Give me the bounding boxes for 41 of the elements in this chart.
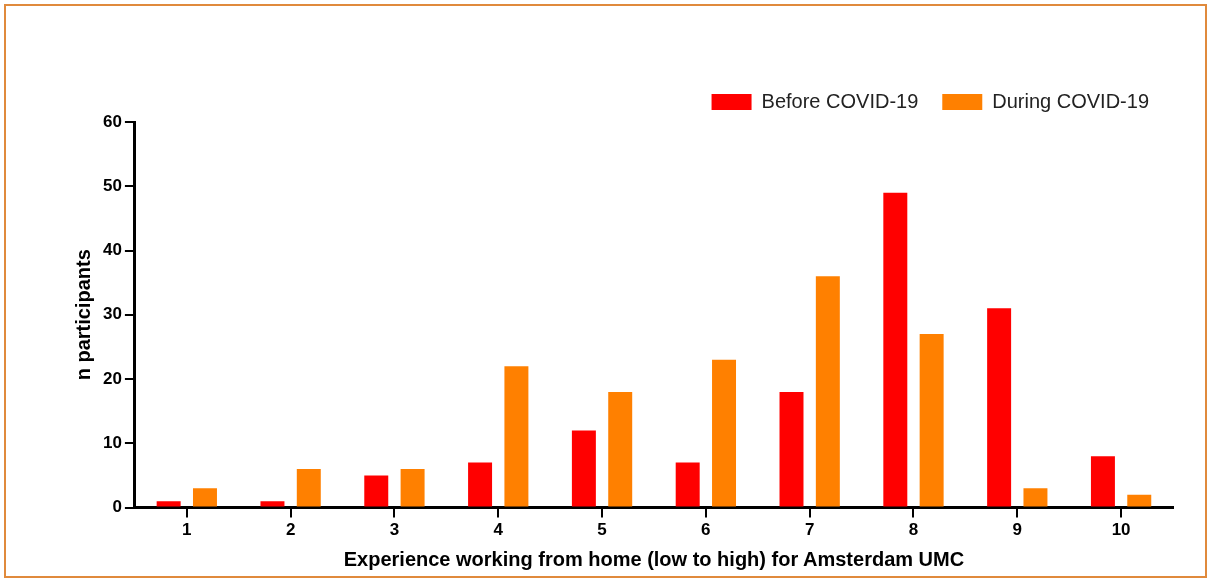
x-axis-title: Experience working from home (low to high) for Amsterdam UMC — [343, 547, 965, 570]
bar — [571, 430, 596, 507]
bar — [1127, 494, 1152, 507]
x-tick-label: 2 — [285, 520, 296, 540]
bar — [192, 488, 217, 507]
bar — [156, 501, 181, 507]
y-tick-label: 0 — [112, 497, 122, 517]
bar — [779, 391, 804, 507]
y-axis-title: n participants — [71, 249, 94, 381]
y-tick-label: 50 — [102, 175, 122, 195]
legend-label: During COVID-19 — [992, 89, 1149, 112]
x-tick-label: 6 — [701, 520, 711, 540]
bar — [675, 462, 700, 507]
x-tick-label: 4 — [493, 520, 504, 540]
bar — [296, 469, 321, 507]
x-tick-label: 9 — [1012, 520, 1023, 540]
y-tick-label: 20 — [102, 368, 122, 388]
bar — [1023, 488, 1048, 507]
bar — [260, 501, 285, 507]
x-tick-label: 5 — [597, 520, 607, 540]
x-tick-label: 7 — [804, 520, 815, 540]
bar — [883, 192, 908, 507]
y-tick-label: 40 — [102, 240, 122, 260]
bar — [1090, 456, 1115, 507]
bar — [364, 475, 389, 507]
bar — [987, 308, 1012, 507]
x-tick-label: 8 — [908, 520, 919, 540]
x-tick-label: 3 — [389, 520, 400, 540]
bar — [608, 391, 633, 507]
bar — [504, 366, 529, 507]
bar — [712, 359, 737, 507]
y-tick-label: 10 — [102, 433, 122, 453]
x-tick-label: 10 — [1111, 520, 1131, 540]
bar — [919, 334, 944, 507]
x-tick-label: 1 — [182, 520, 192, 540]
y-tick-label: 30 — [102, 304, 122, 324]
legend-label: Before COVID-19 — [761, 89, 919, 112]
bar — [815, 276, 840, 507]
y-tick-label: 60 — [102, 111, 122, 131]
bar — [400, 469, 425, 507]
bar — [468, 462, 493, 507]
